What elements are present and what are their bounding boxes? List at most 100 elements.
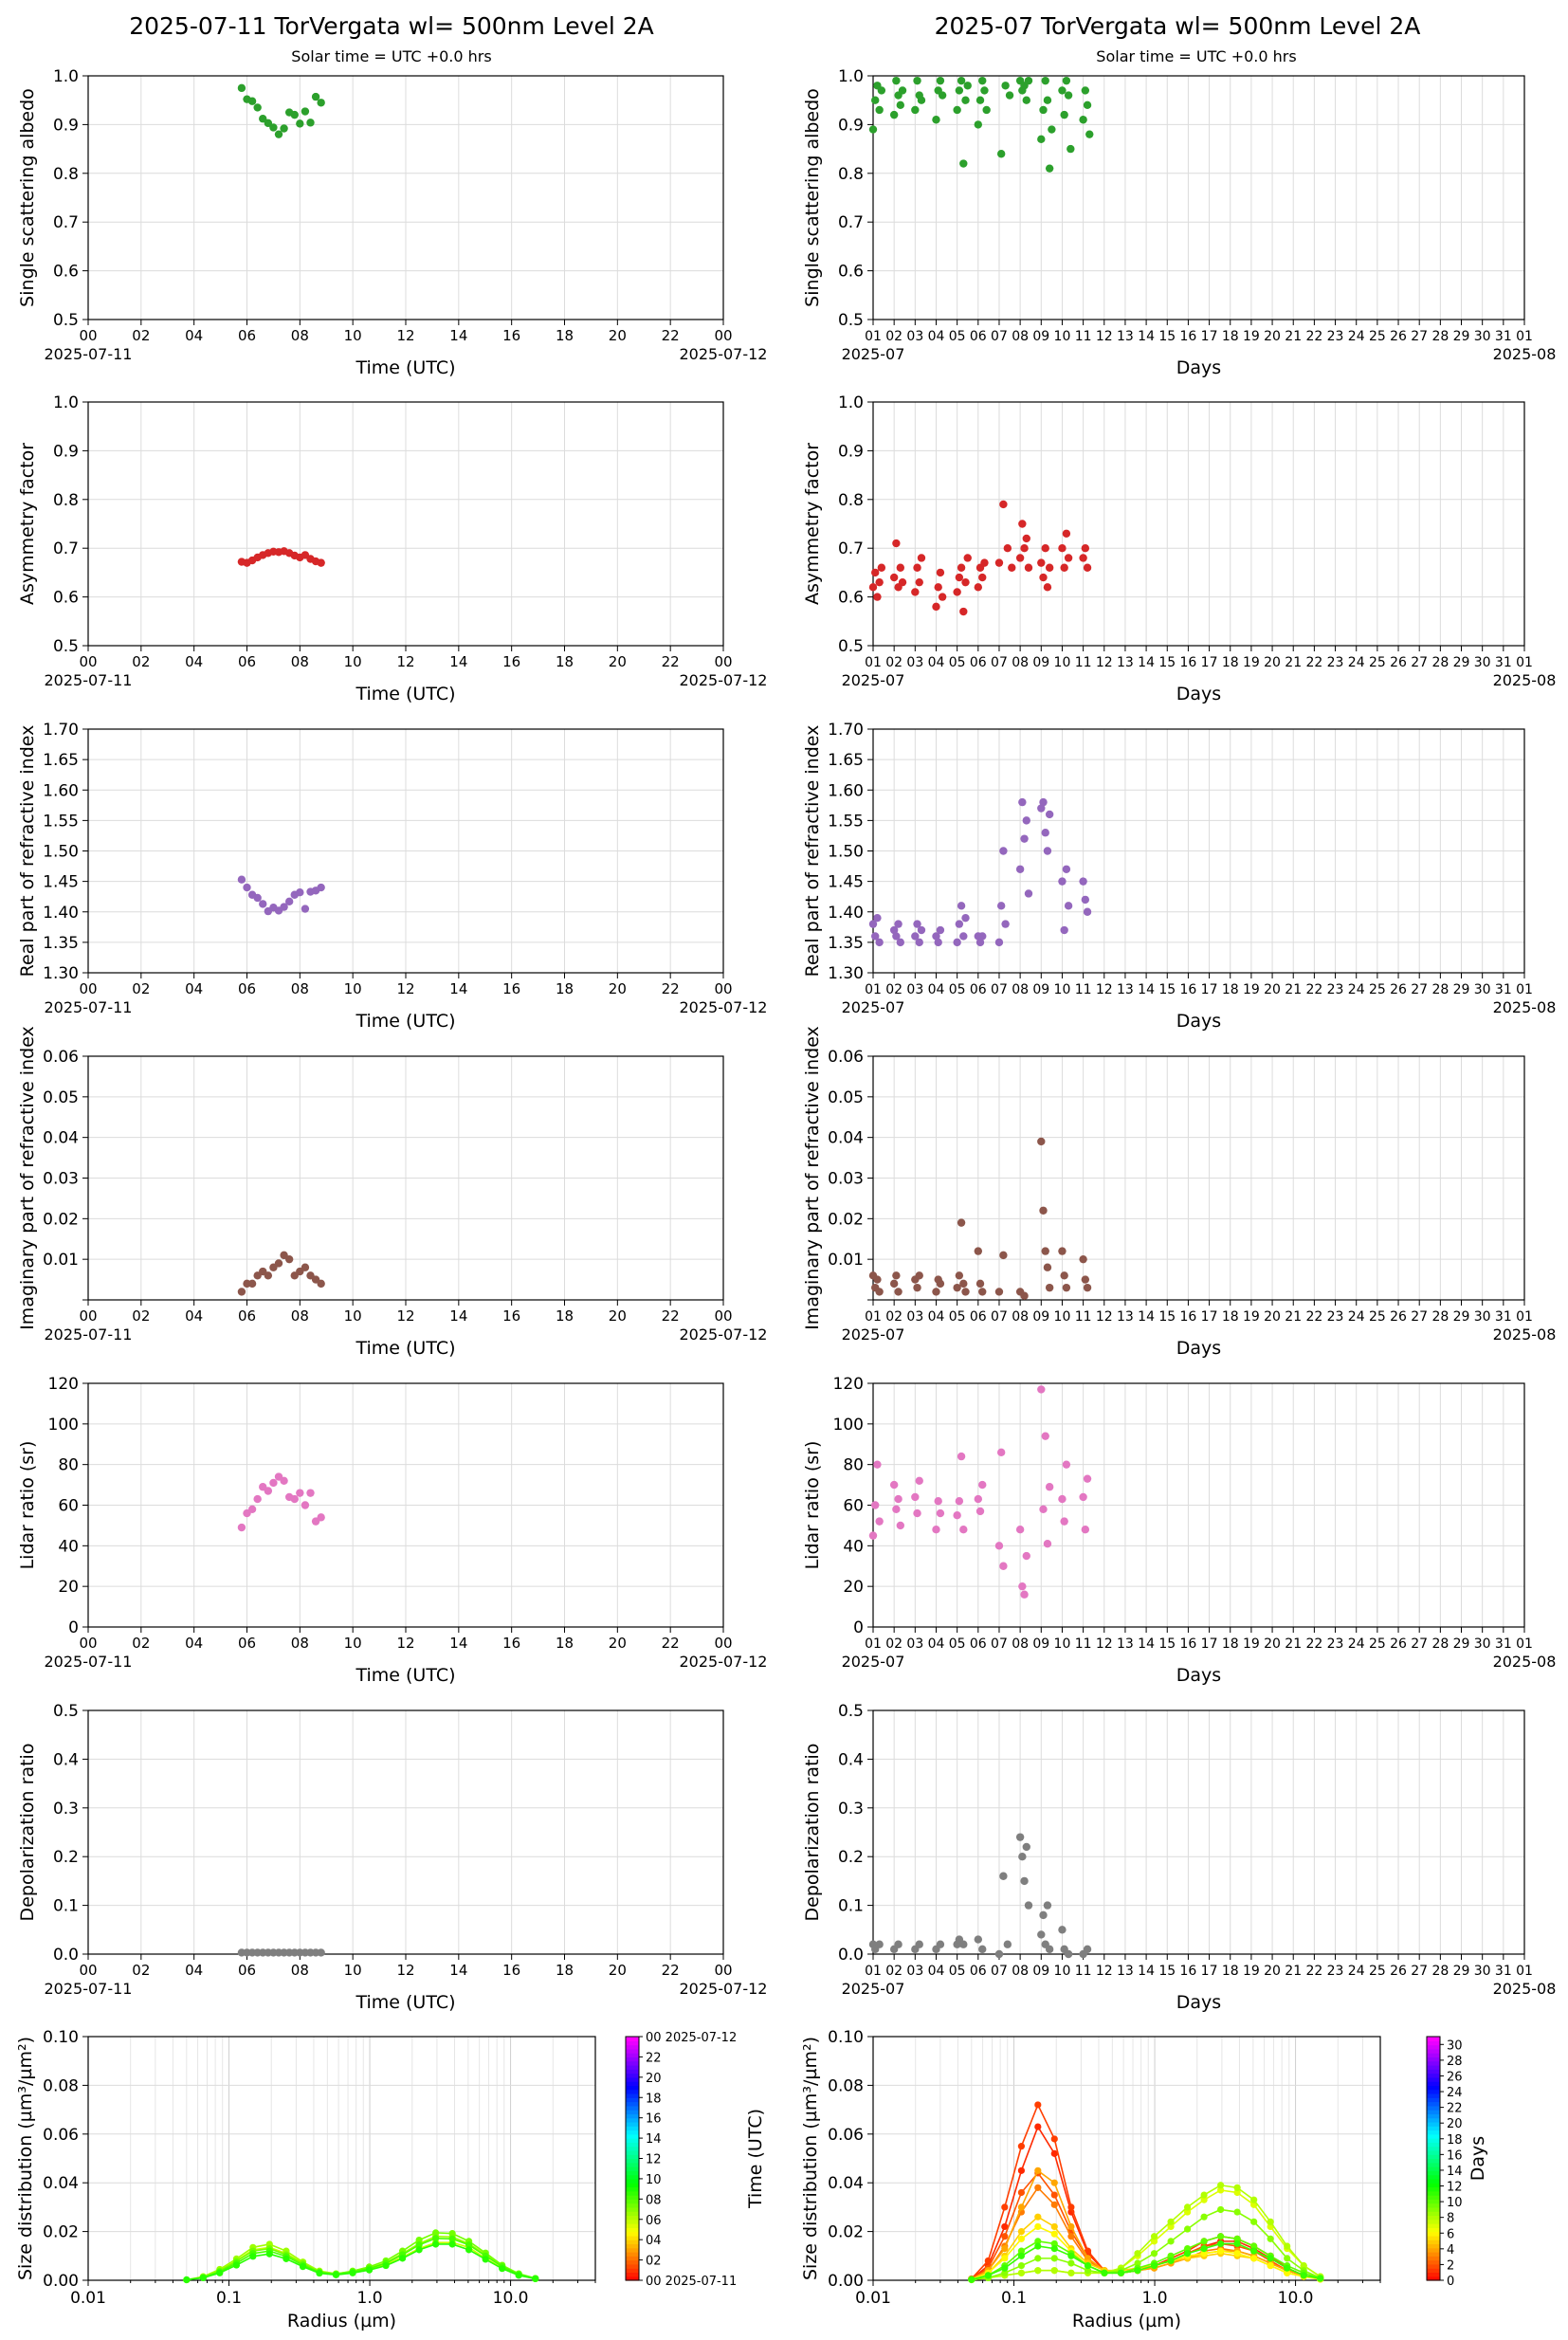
size-distribution-point <box>1050 2230 1058 2238</box>
data-point <box>1045 810 1054 819</box>
size-distribution-point <box>1050 2179 1058 2186</box>
y-tick-label: 0.0 <box>838 1946 864 1965</box>
size-distribution-point <box>1217 2239 1225 2248</box>
x-tick-label: 23 <box>1327 655 1344 670</box>
x-tick-label: 08 <box>1012 1309 1029 1325</box>
x-tick-label: 11 <box>1075 982 1092 997</box>
size-distribution-point <box>283 2255 290 2262</box>
x-tick-label: 18 <box>1222 655 1239 670</box>
data-point <box>932 1526 940 1534</box>
x-tick-label: 13 <box>1117 655 1134 670</box>
data-point <box>982 105 991 115</box>
data-point <box>896 101 905 110</box>
y-tick-label: 0.4 <box>838 1750 864 1769</box>
colorbar-segment <box>1427 2133 1440 2139</box>
x-tick-label: 16 <box>502 980 520 997</box>
colorbar-segment <box>1427 2076 1440 2082</box>
x-tick-label: 00 <box>714 1635 732 1652</box>
x-tick-label: 00 <box>79 653 97 670</box>
x-tick-label: 31 <box>1495 1309 1512 1325</box>
data-point <box>894 1940 903 1948</box>
colorbar-tick-label: 14 <box>646 2132 662 2147</box>
size-distribution-point <box>1284 2264 1291 2272</box>
size-distribution-point <box>448 2230 456 2238</box>
colorbar-segment <box>1427 2190 1440 2196</box>
data-point <box>1081 895 1090 905</box>
y-tick-label: 0.10 <box>43 2028 79 2047</box>
y-tick-label: 0.7 <box>838 539 864 558</box>
x-tick-label: 09 <box>1032 1964 1049 1979</box>
data-point <box>1045 1483 1054 1491</box>
data-point <box>871 96 880 104</box>
data-point <box>974 1935 983 1944</box>
data-point <box>868 920 878 928</box>
x-tick-label: 12 <box>1096 1636 1113 1652</box>
size-distribution-point <box>1050 2135 1058 2143</box>
colorbar-tick-label: 28 <box>1447 2055 1463 2069</box>
colorbar-segment <box>1427 2138 1440 2143</box>
colorbar-tick-label: 00 2025-07-12 <box>646 2031 737 2045</box>
data-point <box>999 1562 1008 1570</box>
colorbar-segment <box>1427 2259 1440 2265</box>
x-tick-label: 20 <box>609 1635 627 1652</box>
x-tick-label: 12 <box>396 1307 414 1325</box>
x-start-date: 2025-07 <box>842 1980 905 1998</box>
x-tick-label: 10 <box>1054 982 1071 997</box>
x-axis-label: Time (UTC) <box>355 1992 455 2013</box>
colorbar-segment <box>1427 2170 1440 2176</box>
colorbar-segment <box>626 2215 639 2221</box>
data-point <box>889 110 899 119</box>
x-tick-label: 07 <box>991 1636 1008 1652</box>
x-tick-label: 01 <box>1516 982 1533 997</box>
x-end-date: 2025-08 <box>1493 1325 1557 1344</box>
x-tick-label: 03 <box>906 329 923 344</box>
size-distribution-point <box>1150 2233 1158 2240</box>
size-distribution-point <box>1284 2269 1291 2276</box>
y-tick-label: 0.06 <box>828 1048 864 1067</box>
colorbar-segment <box>1427 2243 1440 2249</box>
data-point <box>974 120 983 129</box>
data-point <box>953 1511 961 1520</box>
y-tick-label: 1.55 <box>43 812 79 831</box>
data-point <box>269 123 278 132</box>
x-tick-label: 22 <box>662 1307 680 1325</box>
data-point <box>1039 1910 1048 1920</box>
data-point <box>868 1531 878 1540</box>
y-axis-label: Depolarization ratio <box>802 1744 823 1922</box>
size-distribution-point <box>1084 2247 1092 2255</box>
size-distribution-point <box>398 2255 407 2262</box>
right-panel-frame <box>872 1055 1525 1301</box>
x-tick-label: 16 <box>502 1307 520 1325</box>
data-point <box>247 97 257 105</box>
y-tick-label: 0.02 <box>828 2223 864 2242</box>
y-tick-label: 100 <box>48 1416 79 1435</box>
y-tick-label: 0.00 <box>828 2272 864 2291</box>
y-tick-label: 0.3 <box>838 1800 864 1819</box>
size-distribution-point <box>1200 2238 1208 2245</box>
size-distribution-line <box>186 2237 536 2281</box>
data-point <box>269 1478 278 1488</box>
y-tick-label: 0.04 <box>828 1129 864 1148</box>
data-point <box>875 577 884 587</box>
x-tick-label: 1.0 <box>1142 2289 1168 2308</box>
x-tick-label: 28 <box>1431 1309 1449 1325</box>
size-distribution-point <box>183 2276 191 2284</box>
y-tick-label: 0.04 <box>828 2174 864 2193</box>
x-tick-label: 28 <box>1431 655 1449 670</box>
x-start-date: 2025-07 <box>842 998 905 1016</box>
colorbar-tick-label: 10 <box>1447 2196 1463 2210</box>
y-tick-label: 0.2 <box>838 1848 864 1867</box>
colorbar-segment <box>1427 2166 1440 2171</box>
x-tick-label: 09 <box>1032 1636 1049 1652</box>
x-tick-label: 08 <box>291 1962 309 1979</box>
x-tick-label: 27 <box>1411 1964 1428 1979</box>
colorbar-label: Time (UTC) <box>745 2109 766 2209</box>
x-tick-label: 00 <box>714 1962 732 1979</box>
size-distribution-point <box>415 2241 423 2249</box>
x-tick-label: 31 <box>1495 982 1512 997</box>
colorbar-tick-label: 12 <box>1447 2181 1463 2195</box>
size-distribution-point <box>1250 2196 1258 2203</box>
data-point <box>978 1945 987 1954</box>
data-point <box>953 105 961 115</box>
size-distribution-point <box>1250 2242 1258 2250</box>
